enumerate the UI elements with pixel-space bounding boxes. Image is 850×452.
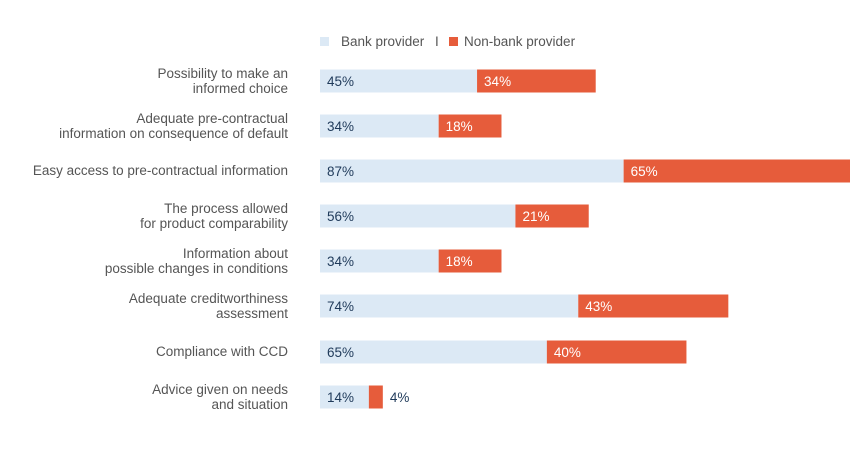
value-label-non-bank: 65% <box>631 164 658 179</box>
value-label-bank: 87% <box>327 164 354 179</box>
category-label: Advice given on needs and situation <box>152 382 288 412</box>
value-label-bank: 34% <box>327 119 354 134</box>
bar-non-bank-provider <box>515 204 589 228</box>
bar-bank-provider <box>320 69 478 93</box>
bar-non-bank-provider <box>438 114 502 138</box>
category-label: Possibility to make an informed choice <box>157 66 288 96</box>
legend-label-nonbank: Non-bank provider <box>464 34 576 49</box>
bar-non-bank-provider <box>477 69 596 93</box>
bar-non-bank-provider <box>438 249 502 273</box>
bar-bank-provider <box>320 294 579 318</box>
bar-bank-provider <box>320 249 439 273</box>
value-label-non-bank: 40% <box>554 345 581 360</box>
legend-separator: I <box>435 34 439 49</box>
value-label-bank: 65% <box>327 345 354 360</box>
category-label: Adequate pre-contractual information on c… <box>59 111 288 141</box>
value-label-bank: 56% <box>327 209 354 224</box>
value-label-bank: 45% <box>327 74 354 89</box>
category-label: Information about possible changes in con… <box>105 246 288 276</box>
value-label-non-bank: 4% <box>390 390 410 405</box>
bar-bank-provider <box>320 159 624 183</box>
category-label: Compliance with CCD <box>156 344 288 359</box>
legend-label-bank: Bank provider <box>341 34 425 49</box>
bar-bank-provider <box>320 114 439 138</box>
legend-swatch-nonbank <box>449 37 458 46</box>
value-label-bank: 74% <box>327 299 354 314</box>
value-label-non-bank: 21% <box>522 209 549 224</box>
bar-non-bank-provider <box>368 385 383 409</box>
bar-bank-provider <box>320 204 516 228</box>
value-label-non-bank: 34% <box>484 74 511 89</box>
bar-non-bank-provider <box>623 159 850 183</box>
legend-swatch-bank <box>320 37 329 46</box>
value-label-bank: 34% <box>327 254 354 269</box>
value-label-non-bank: 18% <box>446 119 473 134</box>
bar-non-bank-provider <box>578 294 729 318</box>
value-label-non-bank: 43% <box>585 299 612 314</box>
category-label: Easy access to pre-contractual informati… <box>33 163 288 178</box>
bar-bank-provider <box>320 340 547 364</box>
category-label: The process allowed for product comparabi… <box>140 201 288 231</box>
bar-non-bank-provider <box>546 340 687 364</box>
value-label-bank: 14% <box>327 390 354 405</box>
bar-bank-provider <box>320 385 369 409</box>
value-label-non-bank: 18% <box>446 254 473 269</box>
category-label: Adequate creditworthiness assessment <box>129 291 288 321</box>
